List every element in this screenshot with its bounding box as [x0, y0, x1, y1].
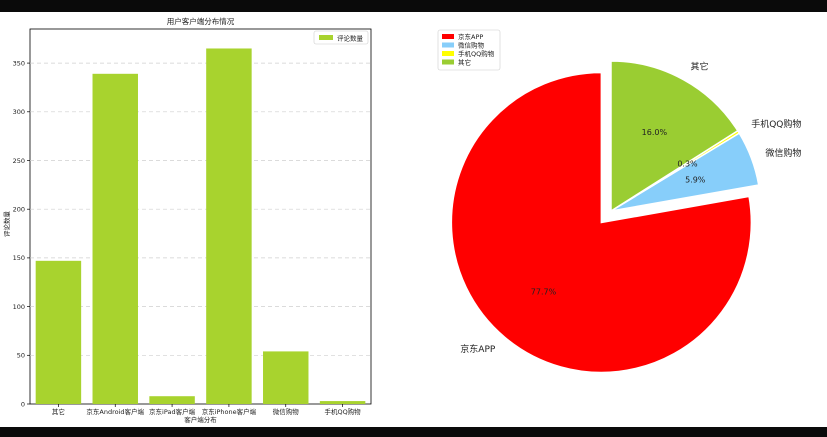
- y-tick-label: 100: [13, 303, 25, 311]
- pie-category-label: 其它: [691, 60, 709, 72]
- pie-legend-swatch: [442, 51, 454, 56]
- x-tick-label: 京东iPad客户端: [149, 407, 196, 416]
- bar: [319, 401, 366, 404]
- pie-legend-label: 微信购物: [458, 41, 485, 50]
- bar-legend: 评论数量: [313, 30, 369, 45]
- pie-percent-label: 0.3%: [677, 160, 698, 169]
- pie-legend-swatch: [442, 34, 454, 39]
- y-axis-title: 评论数量: [2, 211, 11, 238]
- y-axis-ticks: 0 50 100 150 200 250 300 350: [13, 59, 30, 408]
- y-tick-label: 200: [13, 205, 25, 213]
- bar-series: [35, 48, 366, 405]
- x-tick-label: 京东iPhone客户端: [202, 407, 257, 416]
- bar-plot-frame: [29, 28, 372, 405]
- pie-slices: [450, 60, 760, 374]
- pie-percent-label: 5.9%: [685, 175, 706, 184]
- y-tick-label: 350: [13, 59, 25, 67]
- bar-legend-swatch: [319, 35, 333, 40]
- y-tick-label: 250: [13, 157, 25, 165]
- x-tick-label: 微信购物: [273, 407, 300, 416]
- pie-legend-label: 手机QQ购物: [458, 49, 495, 58]
- y-tick-label: 50: [17, 352, 25, 360]
- bar: [92, 73, 138, 405]
- x-tick-label: 京东Android客户端: [86, 407, 144, 416]
- pie-percent-label: 77.7%: [531, 287, 557, 296]
- pie-category-label: 京东APP: [460, 343, 496, 355]
- figure-canvas: 0 50 100 150 200 250 300 350 其它 京东Android客户端 京东iP…: [0, 12, 827, 427]
- x-tick-label: 手机QQ购物: [324, 407, 361, 416]
- x-axis-ticks: 其它 京东Android客户端 京东iPad客户端 京东iPhone客户端 微信购物 手机…: [52, 404, 361, 416]
- bar-chart-title: 用户客户端分布情况: [167, 16, 235, 26]
- bar-grid: [30, 62, 371, 356]
- pie-legend-label: 京东APP: [458, 32, 483, 41]
- bar-legend-frame: [313, 30, 369, 45]
- pie-legend-swatch: [442, 42, 454, 48]
- pie-percent-label: 16.0%: [642, 128, 668, 137]
- x-tick-label: 其它: [52, 407, 65, 416]
- pie-legend-label: 其它: [458, 58, 471, 67]
- bar-legend-label: 评论数量: [337, 34, 364, 43]
- y-tick-label: 0: [21, 400, 25, 408]
- bar: [206, 48, 252, 404]
- bar: [149, 396, 195, 404]
- y-tick-label: 150: [13, 254, 25, 262]
- pie-chart: 77.7% 京东APP 5.9% 微信购物 0.3% 手机QQ购物 16.0% 其它 京东AP…: [437, 29, 801, 374]
- x-axis-title: 客户端分布: [184, 415, 217, 424]
- pie-slice: [450, 71, 753, 374]
- pie-category-label: 手机QQ购物: [751, 118, 801, 130]
- y-tick-label: 300: [13, 108, 25, 116]
- pie-labels: 77.7% 京东APP 5.9% 微信购物 0.3% 手机QQ购物 16.0% 其它: [460, 60, 801, 354]
- pie-slice: [610, 60, 739, 213]
- bar: [263, 351, 309, 404]
- bar: [35, 260, 82, 404]
- pie-legend-swatch: [442, 59, 454, 65]
- pie-category-label: 微信购物: [765, 147, 801, 159]
